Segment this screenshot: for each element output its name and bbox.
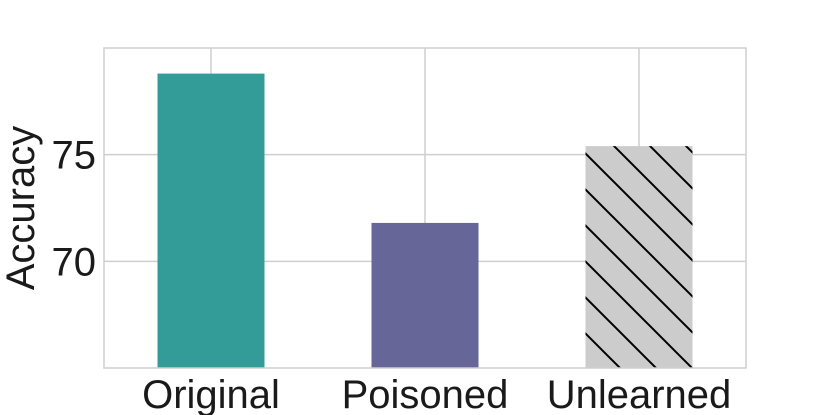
x-tick-label: Poisoned [342, 373, 509, 415]
bar-original [157, 73, 265, 368]
x-tick-label: Unlearned [547, 373, 732, 415]
x-tick-labels: Original Poisoned Unlearned [142, 373, 731, 415]
plot-frame [103, 47, 747, 369]
y-axis-label: Accuracy [0, 126, 43, 291]
x-tick-label: Original [142, 373, 280, 415]
bars [157, 73, 693, 368]
bar-hatch-unlearned [585, 146, 693, 368]
y-tick-labels: 70 75 [52, 134, 97, 285]
y-tick-label: 70 [52, 240, 97, 284]
bar-poisoned [371, 222, 479, 368]
y-tick-label: 75 [52, 134, 97, 178]
